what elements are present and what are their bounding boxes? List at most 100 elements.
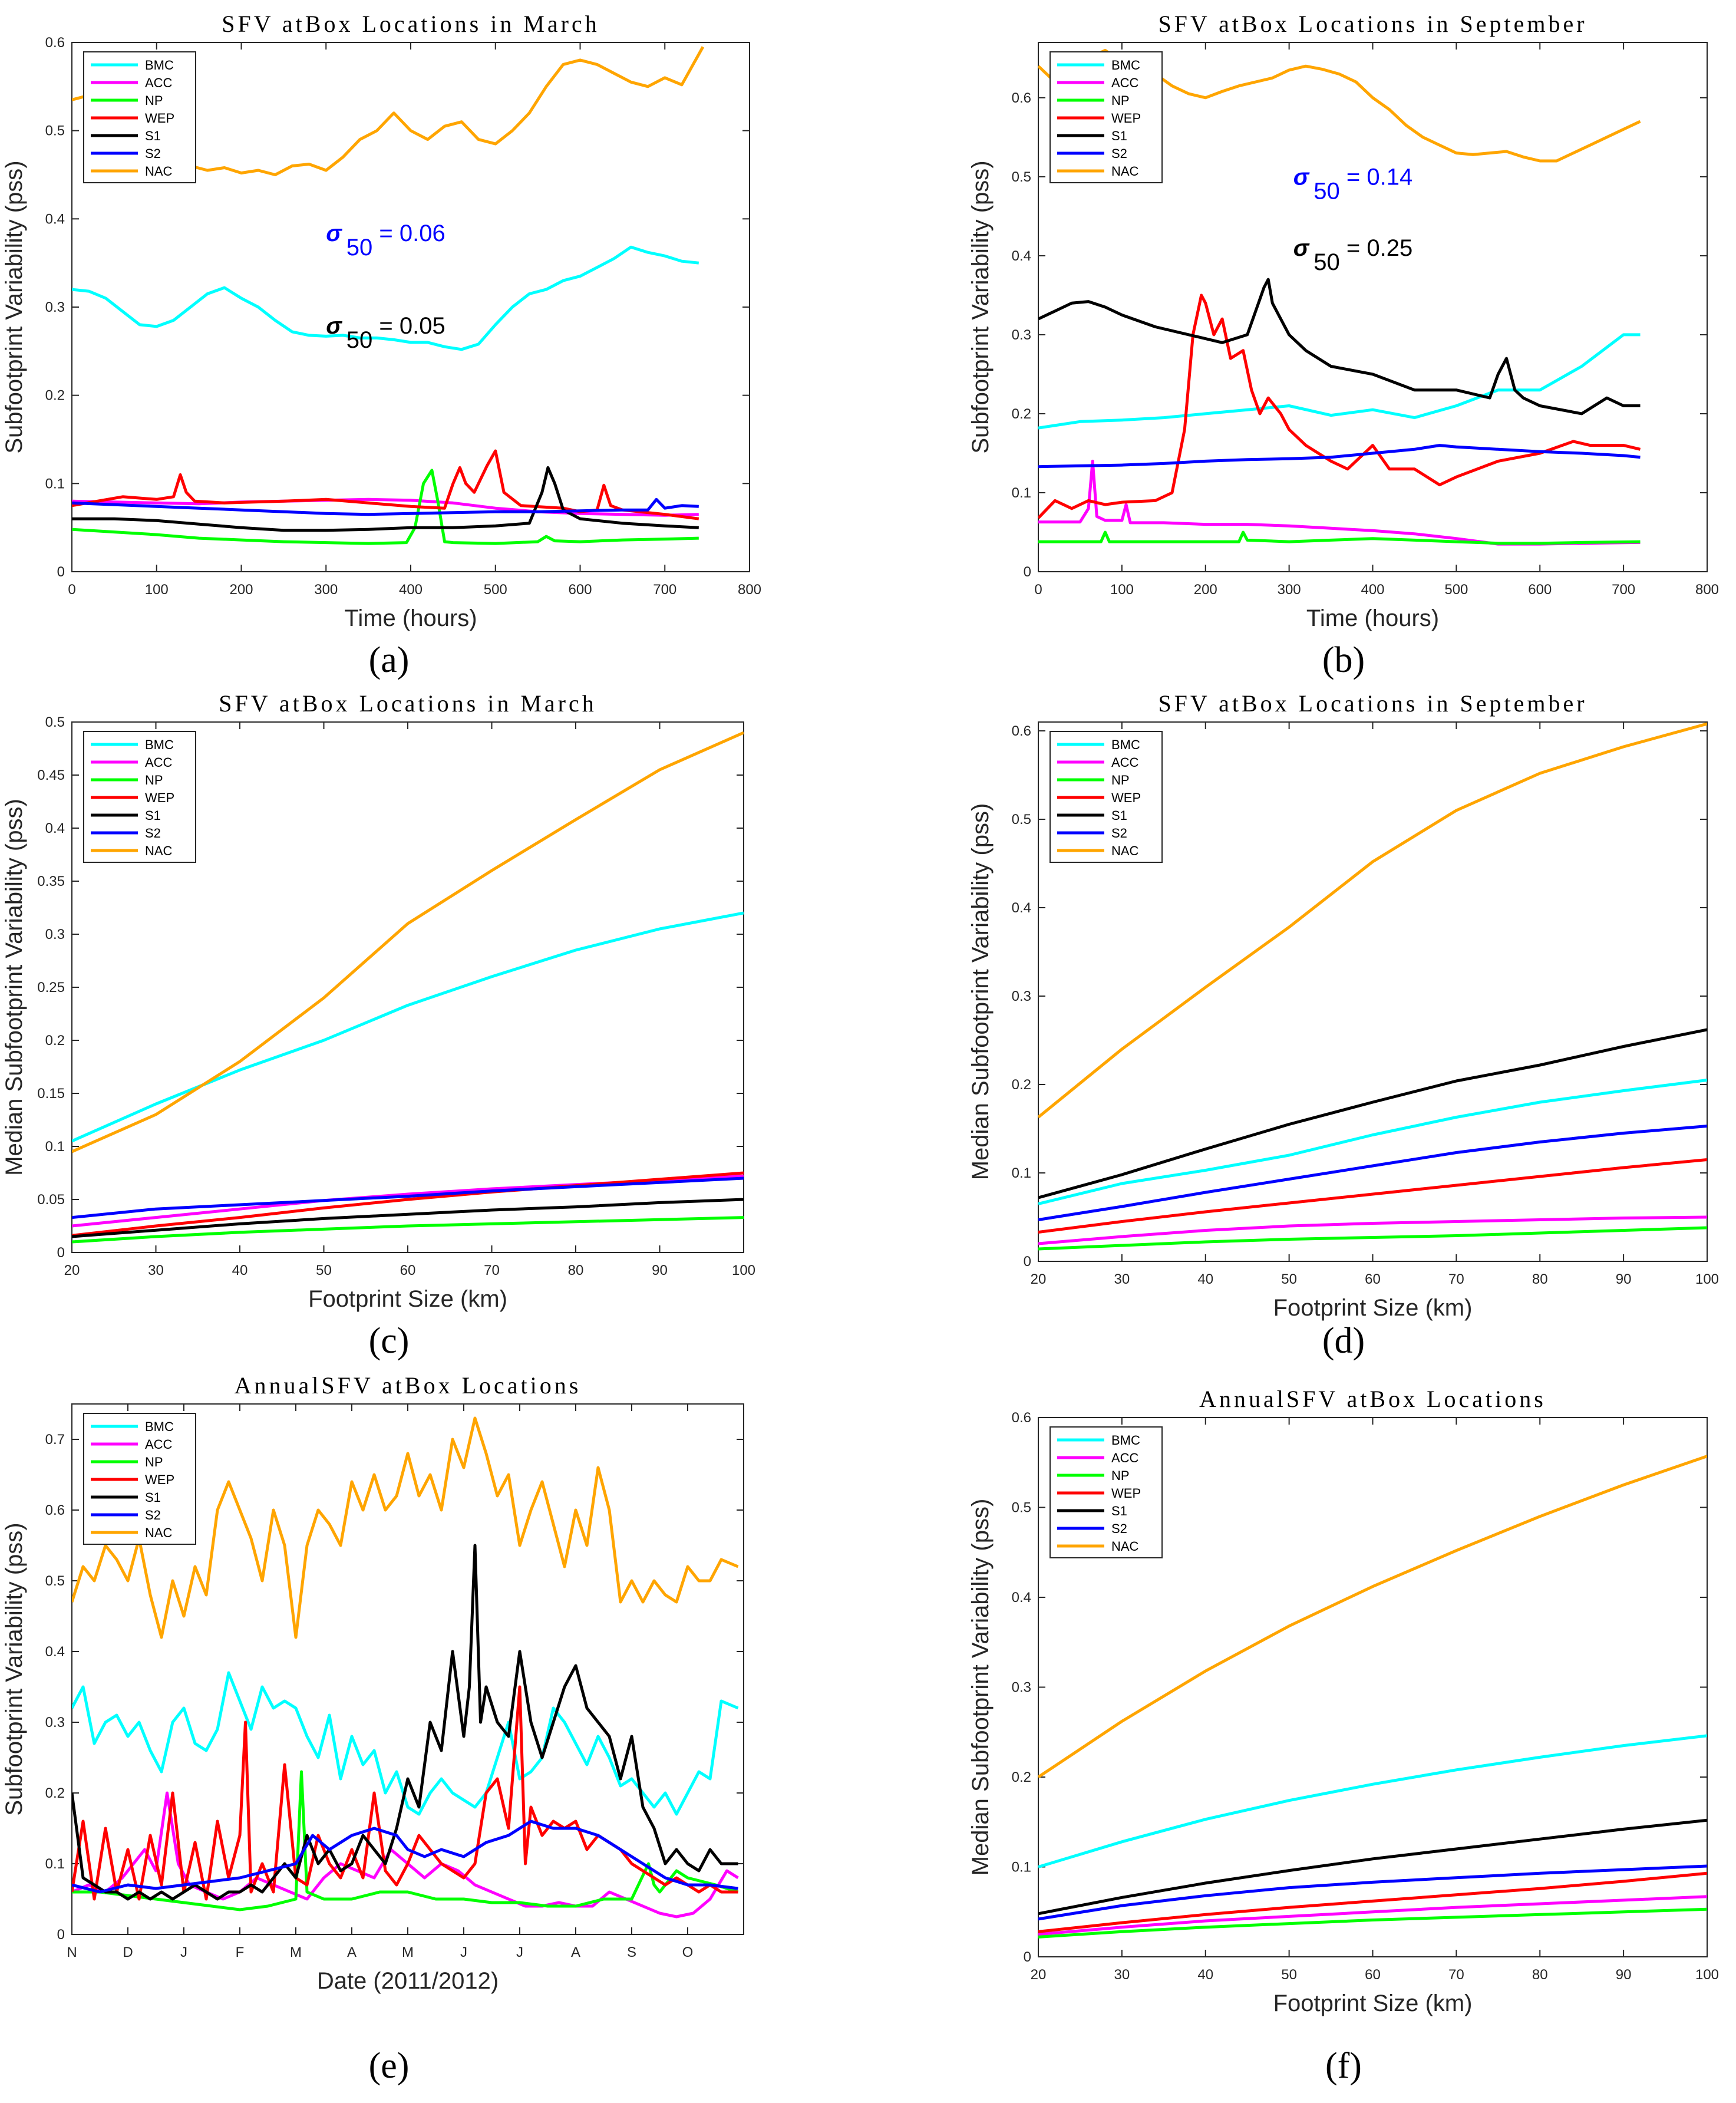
legend-label-e-nac: NAC <box>145 1525 173 1540</box>
x-tick-label-f-4: 60 <box>1365 1967 1381 1983</box>
legend-label-c-np: NP <box>145 773 163 787</box>
x-tick-label-c-6: 80 <box>568 1263 584 1278</box>
series-line-c-np <box>72 1216 744 1244</box>
x-tick-label-e-2: J <box>180 1944 187 1960</box>
x-tick-label-b-3: 300 <box>1278 582 1301 598</box>
x-tick-label-a-4: 400 <box>399 582 423 598</box>
y-tick-label-a-6: 0.6 <box>45 35 65 51</box>
sigma-annotation-a-0: σ50 = 0.06 <box>326 220 445 261</box>
x-tick-label-a-2: 200 <box>229 582 253 598</box>
x-tick-label-e-0: N <box>67 1944 77 1960</box>
legend-label-d-wep: WEP <box>1111 790 1141 805</box>
x-tick-label-f-3: 50 <box>1281 1967 1297 1983</box>
legend-label-f-nac: NAC <box>1111 1539 1139 1554</box>
series-line-b-wep <box>1038 294 1641 519</box>
series-line-d-acc <box>1038 1215 1707 1245</box>
legend-label-b-s2: S2 <box>1111 146 1127 161</box>
legend-label-b-bmc: BMC <box>1111 58 1140 72</box>
y-tick-label-c-2: 0.1 <box>45 1139 65 1155</box>
y-tick-label-a-3: 0.3 <box>45 299 65 315</box>
x-tick-label-f-6: 80 <box>1532 1967 1548 1983</box>
y-tick-label-a-5: 0.5 <box>45 123 65 139</box>
x-tick-label-f-1: 30 <box>1114 1967 1130 1983</box>
legend-label-c-s2: S2 <box>145 826 161 840</box>
x-axis-label-b: Time (hours) <box>1306 605 1439 631</box>
series-line-f-wep <box>1038 1871 1707 1933</box>
x-tick-label-a-3: 300 <box>314 582 338 598</box>
series-line-f-np <box>1038 1907 1707 1939</box>
legend-label-a-np: NP <box>145 93 163 108</box>
y-tick-label-f-2: 0.2 <box>1012 1769 1031 1785</box>
chart-title-b: SFV atBox Locations in September <box>1158 11 1587 37</box>
y-tick-label-c-9: 0.45 <box>37 767 65 783</box>
series-line-d-s2 <box>1038 1125 1707 1221</box>
legend-label-d-nac: NAC <box>1111 843 1139 858</box>
x-tick-label-e-9: A <box>571 1944 580 1960</box>
y-tick-label-d-3: 0.3 <box>1012 988 1031 1004</box>
x-axis-label-d: Footprint Size (km) <box>1273 1295 1473 1321</box>
y-tick-label-e-5: 0.5 <box>45 1573 65 1589</box>
series-line-a-bmc <box>72 245 699 351</box>
y-tick-label-e-4: 0.4 <box>45 1644 65 1660</box>
legend-label-b-acc: ACC <box>1111 75 1139 90</box>
series-line-d-bmc <box>1038 1079 1707 1205</box>
series-line-d-wep <box>1038 1158 1707 1234</box>
caption-a: (a) <box>368 640 410 680</box>
y-tick-label-d-2: 0.2 <box>1012 1077 1031 1093</box>
y-tick-label-a-2: 0.2 <box>45 388 65 404</box>
caption-f: (f) <box>1325 2046 1362 2086</box>
x-axis-label-a: Time (hours) <box>344 605 477 631</box>
legend-label-f-acc: ACC <box>1111 1451 1139 1465</box>
legend-label-b-nac: NAC <box>1111 164 1139 179</box>
legend-label-b-wep: WEP <box>1111 111 1141 126</box>
x-tick-label-c-1: 30 <box>148 1263 164 1278</box>
x-tick-label-d-4: 60 <box>1365 1271 1381 1287</box>
y-tick-label-c-7: 0.35 <box>37 873 65 889</box>
series-line-a-acc <box>72 497 699 517</box>
x-tick-label-b-2: 200 <box>1194 582 1217 598</box>
y-tick-label-e-6: 0.6 <box>45 1502 65 1518</box>
y-tick-label-e-0: 0 <box>57 1927 65 1943</box>
x-tick-label-c-4: 60 <box>400 1263 416 1278</box>
x-tick-label-f-7: 90 <box>1616 1967 1632 1983</box>
chart-title-a: SFV atBox Locations in March <box>222 11 599 37</box>
legend-label-a-wep: WEP <box>145 111 174 126</box>
x-tick-label-e-7: J <box>460 1944 467 1960</box>
legend-label-d-acc: ACC <box>1111 755 1139 770</box>
x-tick-label-c-8: 100 <box>732 1263 755 1278</box>
series-line-e-s2 <box>72 1819 738 1894</box>
y-axis-label-a: Subfootprint Variability (pss) <box>1 160 27 453</box>
legend-label-e-bmc: BMC <box>145 1419 174 1434</box>
legend-label-d-s1: S1 <box>1111 808 1127 823</box>
y-tick-label-e-2: 0.2 <box>45 1785 65 1801</box>
chart-title-f: AnnualSFV atBox Locations <box>1199 1386 1546 1412</box>
caption-e: (e) <box>368 2046 410 2086</box>
y-axis-label-e: Subfootprint Variability (pss) <box>1 1522 27 1815</box>
x-tick-label-e-6: M <box>402 1944 414 1960</box>
y-tick-label-c-3: 0.15 <box>37 1086 65 1102</box>
x-tick-label-a-5: 500 <box>484 582 507 598</box>
y-tick-label-f-6: 0.6 <box>1012 1410 1031 1426</box>
x-tick-label-f-5: 70 <box>1448 1967 1464 1983</box>
legend-label-f-s1: S1 <box>1111 1504 1127 1518</box>
y-tick-label-b-1: 0.1 <box>1012 485 1031 501</box>
legend-label-e-s1: S1 <box>145 1490 161 1505</box>
y-tick-label-b-0: 0 <box>1024 564 1031 580</box>
legend-box-b <box>1049 51 1163 183</box>
chart-title-c: SFV atBox Locations in March <box>219 690 596 717</box>
x-tick-label-d-8: 100 <box>1695 1271 1719 1287</box>
legend-label-a-nac: NAC <box>145 164 173 179</box>
x-tick-label-b-4: 400 <box>1361 582 1384 598</box>
y-tick-label-d-4: 0.4 <box>1012 900 1031 916</box>
sigma-annotation-a-1: σ50 = 0.05 <box>326 313 445 353</box>
series-line-f-s2 <box>1038 1864 1707 1921</box>
caption-d: (d) <box>1322 1321 1365 1361</box>
y-tick-label-c-6: 0.3 <box>45 927 65 942</box>
y-tick-label-a-1: 0.1 <box>45 476 65 492</box>
legend-label-a-s2: S2 <box>145 146 161 161</box>
series-line-b-s1 <box>1038 278 1641 416</box>
legend-label-c-bmc: BMC <box>145 737 174 752</box>
x-axis-label-f: Footprint Size (km) <box>1273 1990 1473 2016</box>
y-axis-label-f: Median Subfootprint Variability (pss) <box>968 1499 994 1876</box>
series-line-c-wep <box>72 1171 744 1237</box>
